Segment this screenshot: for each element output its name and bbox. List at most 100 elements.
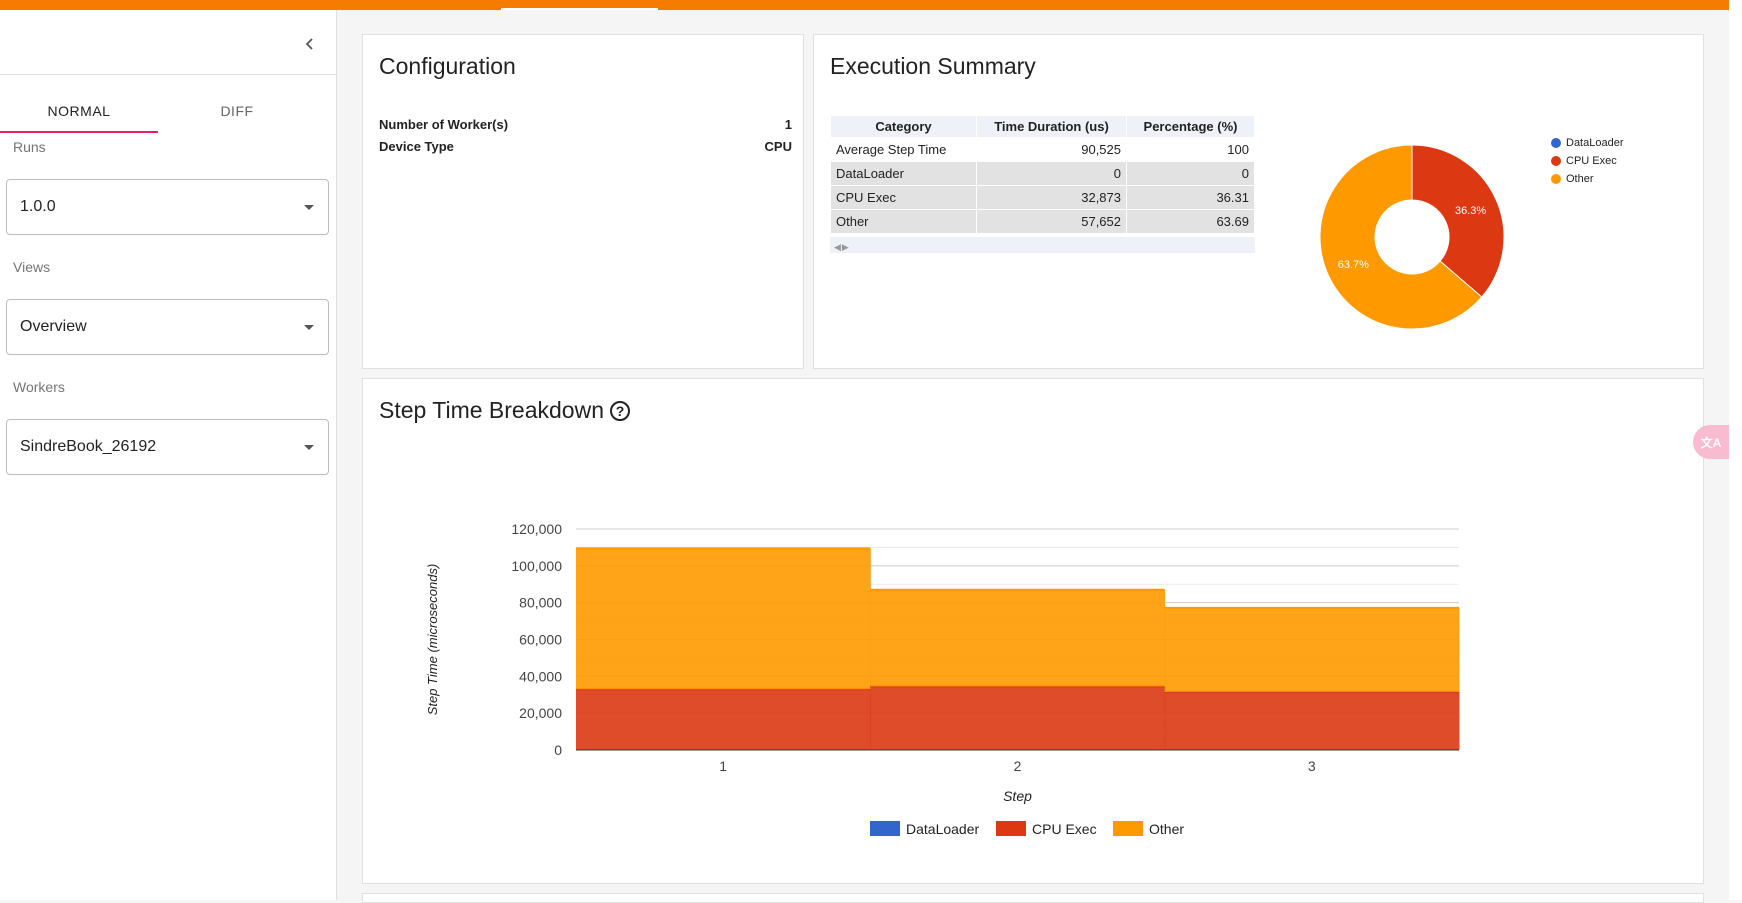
legend-swatch <box>996 821 1026 836</box>
area-segment-cpu-exec <box>870 686 1166 750</box>
legend-dot-icon <box>1551 156 1561 166</box>
config-key: Device Type <box>379 139 454 154</box>
workers-select-value: SindreBook_26192 <box>20 438 157 455</box>
dropdown-arrow-icon <box>304 325 314 330</box>
y-axis-title: Step Time (microseconds) <box>425 564 440 716</box>
configuration-card: Configuration Number of Worker(s) 1 Devi… <box>362 34 804 369</box>
execution-summary-card: Execution Summary Category Time Duration… <box>813 34 1704 369</box>
column-header[interactable]: Time Duration (us) <box>976 115 1127 138</box>
x-tick-label: 2 <box>1014 758 1022 774</box>
table-row: DataLoader 0 0 <box>830 161 1255 186</box>
table-cell: DataLoader <box>830 161 977 186</box>
legend-label: CPU Exec <box>1566 155 1617 167</box>
y-tick-label: 60,000 <box>519 632 562 648</box>
runs-select-value: 1.0.0 <box>20 198 56 215</box>
translate-icon[interactable]: 文A <box>1693 425 1729 459</box>
page-next-icon[interactable]: ▶ <box>841 242 849 252</box>
pie-legend-item[interactable]: DataLoader <box>1551 137 1624 149</box>
page-prev-icon[interactable]: ◀ <box>834 242 841 252</box>
views-select-value: Overview <box>20 318 87 335</box>
table-cell: 36.31 <box>1126 185 1255 210</box>
legend-label: Other <box>1149 821 1184 837</box>
legend-label: Other <box>1566 173 1594 185</box>
dropdown-arrow-icon <box>304 205 314 210</box>
column-header[interactable]: Category <box>830 115 977 138</box>
table-pager: ◀▶ <box>830 237 1255 253</box>
execution-pie-chart: 36.3% 63.7% <box>1319 144 1505 330</box>
table-row: Other 57,652 63.69 <box>830 209 1255 234</box>
legend-swatch <box>1113 821 1143 836</box>
table-cell: Other <box>830 209 977 234</box>
execution-summary-title: Execution Summary <box>830 53 1036 79</box>
sidebar-divider <box>0 74 337 75</box>
configuration-title: Configuration <box>379 53 516 79</box>
tab-normal[interactable]: NORMAL <box>0 88 158 133</box>
area-segment-cpu-exec <box>1164 691 1460 750</box>
views-select[interactable]: Overview <box>6 299 329 355</box>
execution-summary-table: Category Time Duration (us) Percentage (… <box>830 115 1255 234</box>
table-cell: Average Step Time <box>830 137 977 162</box>
table-header-row: Category Time Duration (us) Percentage (… <box>830 115 1255 138</box>
mode-tabs: NORMAL DIFF <box>0 88 337 133</box>
chart-legend-item[interactable]: DataLoader <box>870 821 980 837</box>
table-cell: 0 <box>1126 161 1255 186</box>
workers-label: Workers <box>13 379 65 395</box>
step-time-card: Step Time Breakdown? 0 20,000 40,000 60,000… <box>362 378 1704 884</box>
table-cell: CPU Exec <box>830 185 977 210</box>
browser-side-strip <box>1729 0 1742 900</box>
views-label: Views <box>13 259 51 275</box>
y-tick-label: 80,000 <box>519 595 562 611</box>
y-tick-label: 20,000 <box>519 705 562 721</box>
sidebar: NORMAL DIFF Runs 1.0.0 Views Overview Wo… <box>0 10 337 900</box>
config-value: 1 <box>784 117 792 132</box>
table-cell: 63.69 <box>1126 209 1255 234</box>
config-value: CPU <box>764 139 792 154</box>
table-cell: 100 <box>1126 137 1255 162</box>
config-row: Number of Worker(s) 1 <box>379 117 792 132</box>
pie-legend-item[interactable]: CPU Exec <box>1551 155 1617 167</box>
area-segment-other <box>1164 607 1460 692</box>
runs-label: Runs <box>13 139 46 155</box>
pie-legend-item[interactable]: Other <box>1551 173 1594 185</box>
table-cell: 32,873 <box>976 185 1127 210</box>
help-icon[interactable]: ? <box>610 401 631 421</box>
top-tab-indicator[interactable] <box>501 8 658 10</box>
table-cell: 0 <box>976 161 1127 186</box>
x-tick-label: 1 <box>719 758 727 774</box>
table-cell: 90,525 <box>976 137 1127 162</box>
runs-select[interactable]: 1.0.0 <box>6 179 329 235</box>
area-segment-other <box>870 589 1166 687</box>
legend-dot-icon <box>1551 138 1561 148</box>
step-time-title-text: Step Time Breakdown <box>379 397 605 423</box>
pie-slice-label: 63.7% <box>1338 259 1369 271</box>
chart-legend-item[interactable]: Other <box>1113 821 1184 837</box>
y-tick-label: 40,000 <box>519 668 562 684</box>
legend-dot-icon <box>1551 174 1561 184</box>
y-tick-label: 100,000 <box>511 558 562 574</box>
area-segment-other <box>576 548 871 690</box>
top-app-bar <box>0 0 1742 10</box>
x-tick-label: 3 <box>1308 758 1316 774</box>
step-time-title: Step Time Breakdown? <box>379 397 631 424</box>
legend-swatch <box>870 821 900 836</box>
chevron-left-icon <box>305 38 313 50</box>
config-key: Number of Worker(s) <box>379 117 509 132</box>
legend-label: DataLoader <box>906 821 980 837</box>
next-card <box>362 893 1704 903</box>
pie-slice-label: 36.3% <box>1455 205 1486 217</box>
legend-label: DataLoader <box>1566 137 1624 149</box>
y-tick-label: 120,000 <box>511 521 562 537</box>
table-cell: 57,652 <box>976 209 1127 234</box>
table-row: Average Step Time 90,525 100 <box>830 137 1255 162</box>
tab-diff[interactable]: DIFF <box>220 102 254 119</box>
column-header[interactable]: Percentage (%) <box>1126 115 1255 138</box>
collapse-sidebar-button[interactable] <box>296 30 324 58</box>
area-segment-cpu-exec <box>576 689 871 750</box>
legend-label: CPU Exec <box>1032 821 1097 837</box>
workers-select[interactable]: SindreBook_26192 <box>6 419 329 475</box>
pie-slice-other <box>1319 144 1483 330</box>
chart-legend-item[interactable]: CPU Exec <box>996 821 1097 837</box>
dropdown-arrow-icon <box>304 445 314 450</box>
pie-slice-cpu-exec <box>1411 144 1505 298</box>
config-row: Device Type CPU <box>379 139 792 154</box>
